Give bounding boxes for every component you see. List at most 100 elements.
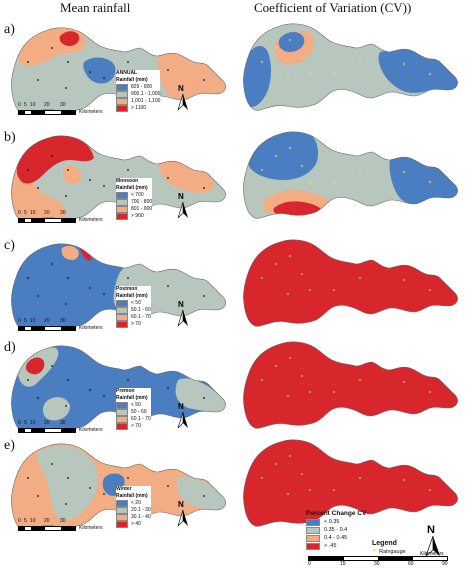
raingauge-marker	[289, 39, 291, 41]
legend-swatch	[116, 307, 128, 314]
raingauge-marker	[103, 395, 105, 397]
raingauge-marker	[67, 169, 69, 171]
zone-red	[243, 239, 458, 327]
row-label: c)	[4, 238, 15, 253]
cv-legend-label: > .45	[324, 543, 337, 549]
raingauge-marker	[403, 479, 405, 481]
gauge-legend-item: + Raingauge	[372, 548, 406, 556]
zone-grey	[175, 378, 226, 412]
gauge-legend-label: Raingauge	[379, 549, 406, 555]
raingauge-marker	[359, 277, 361, 279]
raingauge-marker	[89, 71, 91, 73]
big-scale-tick: 60	[408, 561, 414, 567]
raingauge-marker	[51, 155, 53, 157]
raingauge-marker	[309, 391, 311, 393]
row-label: d)	[4, 340, 16, 355]
north-label: N	[178, 84, 184, 93]
raingauge-icon: +	[372, 548, 377, 555]
rainfall-legend: Premon Rainfall (mm) < 50 50 - 60 60.1 - 70 >…	[116, 388, 151, 430]
legend-label: 60.1 - 70	[131, 314, 151, 320]
raingauge-marker	[65, 87, 67, 89]
scale-tick: 30	[60, 518, 66, 524]
scale-tick: 30	[60, 318, 66, 324]
zone-red	[80, 248, 92, 261]
raingauge-marker	[203, 295, 205, 297]
legend-swatch	[116, 507, 128, 514]
cv-legend-label: 0.4 - 0.45	[324, 535, 348, 541]
zone-blue	[248, 131, 319, 180]
study-area-outline	[243, 341, 458, 429]
raingauge-marker	[127, 477, 129, 479]
legend-swatch	[116, 514, 128, 521]
legend-label: > 40	[131, 521, 141, 527]
legend-swatch	[116, 213, 128, 220]
legend-label: < 700	[131, 192, 144, 198]
legend-swatch	[116, 91, 128, 98]
scale-bar: 0 5 10 20 30 Kilometers	[18, 518, 103, 531]
legend-item: 1,001 - 1,100	[116, 98, 160, 105]
legend-swatch	[116, 409, 128, 416]
study-area-outline	[243, 131, 458, 219]
raingauge-marker	[333, 73, 335, 75]
legend-item: 60.1 - 70	[116, 314, 151, 321]
raingauge-marker	[203, 187, 205, 189]
scale-tick: 0	[18, 420, 21, 426]
raingauge-marker	[167, 285, 169, 287]
scale-bar: 0 5 10 20 30 Kilometers	[18, 210, 103, 223]
legend-swatch	[116, 402, 128, 409]
raingauge-marker	[261, 379, 263, 381]
scale-tick: 0	[18, 210, 21, 216]
legend-label: 829 - 900	[131, 84, 153, 90]
legend-label: 30.1 - 40	[131, 514, 151, 520]
row-label: e)	[4, 438, 15, 453]
raingauge-marker	[67, 477, 69, 479]
raingauge-marker	[127, 61, 129, 63]
raingauge-marker	[309, 289, 311, 291]
raingauge-marker	[403, 63, 405, 65]
raingauge-marker	[37, 187, 39, 189]
north-arrow-icon: N	[424, 524, 442, 558]
raingauge-marker	[429, 181, 431, 183]
scale-tick: 5	[24, 318, 27, 324]
raingauge-marker	[89, 179, 91, 181]
raingauge-marker	[333, 489, 335, 491]
raingauge-marker	[89, 287, 91, 289]
zone-red	[59, 31, 80, 46]
cv-swatch	[306, 534, 320, 542]
scale-tick: 10	[30, 518, 36, 524]
big-scale-tick: 30	[374, 561, 380, 567]
north-arrow-icon: N	[176, 192, 190, 220]
raingauge-marker	[287, 293, 289, 295]
cv-swatch	[306, 518, 320, 526]
legend-title: Postmon	[116, 286, 138, 292]
legend-swatch	[116, 192, 128, 199]
scale-tick: 5	[24, 210, 27, 216]
left-column-title: Mean rainfall	[60, 0, 131, 15]
raingauge-marker	[359, 379, 361, 381]
raingauge-marker	[261, 61, 263, 63]
raingauge-marker	[289, 147, 291, 149]
raingauge-marker	[103, 293, 105, 295]
legend-title: ANNUAL	[116, 70, 138, 76]
legend-title: Rainfall (mm)	[116, 493, 148, 499]
legend-title: Rainfall (mm)	[116, 293, 148, 299]
zone-peach	[157, 53, 226, 100]
big-scale-unit: Kilometers	[420, 551, 444, 557]
zone-red	[16, 135, 94, 184]
raingauge-marker	[103, 185, 105, 187]
raingauge-marker	[301, 375, 303, 377]
zone-blue	[83, 57, 116, 84]
cv-map	[240, 234, 460, 330]
raingauge-marker	[287, 185, 289, 187]
legend-label: > 1100	[131, 105, 147, 111]
cv-legend-item: 0.35 - 0.4	[306, 526, 366, 534]
raingauge-marker	[103, 77, 105, 79]
raingauge-marker	[89, 487, 91, 489]
legend-item: < 700	[116, 192, 152, 199]
raingauge-marker	[359, 169, 361, 171]
scale-tick: 10	[30, 318, 36, 324]
legend-swatch	[116, 300, 128, 307]
legend-item: 50 - 60	[116, 409, 151, 416]
raingauge-marker	[203, 397, 205, 399]
legend-title: Premon	[116, 388, 135, 394]
